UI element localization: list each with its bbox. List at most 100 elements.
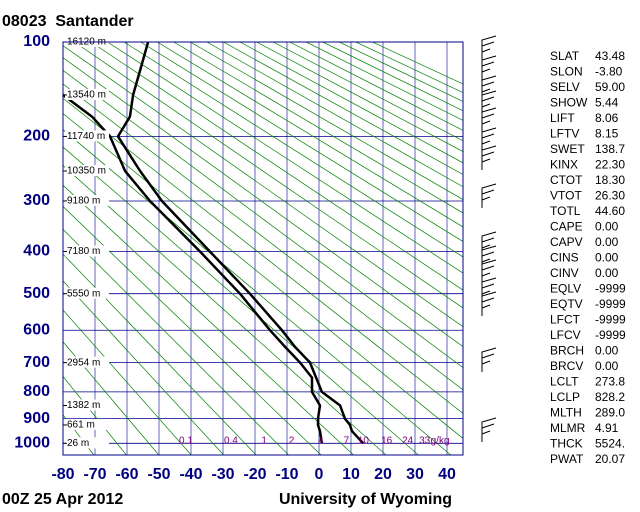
mixing-ratio-label: 0.1 (179, 436, 193, 447)
height-label: 26 m (67, 438, 89, 449)
dry-adiabat (63, 341, 160, 455)
dry-adiabat (173, 42, 463, 214)
chart-title: 08023 Santander (2, 13, 134, 30)
wind-barb (481, 75, 497, 100)
index-name: TOTL (550, 204, 581, 218)
dry-adiabat (123, 42, 463, 258)
index-name: PWAT (550, 452, 584, 466)
index-value: 59.00 (595, 80, 625, 94)
index-name: VTOT (550, 189, 582, 203)
height-label-bg (65, 418, 109, 430)
index-value: 0.00 (595, 344, 619, 358)
index-value: 8.15 (595, 127, 619, 141)
index-name: MLMR (550, 421, 586, 435)
dry-adiabat (256, 42, 463, 152)
wind-barb (481, 127, 497, 152)
x-tick-label: -50 (147, 466, 170, 483)
wind-barb (481, 259, 497, 284)
height-label: 2954 m (67, 357, 100, 368)
height-label: 9180 m (67, 196, 100, 207)
height-label-bg (65, 88, 109, 100)
y-tick-label: 200 (23, 128, 50, 145)
index-name: KINX (550, 158, 578, 172)
index-name: CAPE (550, 220, 583, 234)
mixing-ratio-label: 10 (358, 436, 370, 447)
wind-barb (481, 277, 497, 302)
wind-barb (481, 231, 497, 256)
wind-barb (481, 55, 497, 80)
dry-adiabat (63, 70, 463, 369)
index-name: LIFT (550, 111, 575, 125)
index-value: -9999 (595, 313, 626, 327)
wind-barb (481, 183, 497, 208)
dry-adiabat (140, 42, 463, 242)
index-value: 43.48 (595, 49, 625, 63)
mixing-ratio-label: 2 (289, 436, 295, 447)
index-value: 828.2 (595, 390, 625, 404)
dry-adiabat (63, 45, 463, 328)
height-label: 7180 m (67, 246, 100, 257)
dry-adiabat (289, 42, 463, 131)
wind-barb (481, 107, 497, 132)
y-tick-label: 600 (23, 321, 50, 338)
dry-adiabat (223, 42, 463, 175)
x-tick-label: -70 (83, 466, 106, 483)
wind-barb (481, 90, 497, 115)
mixing-ratio-label: 4 (318, 436, 324, 447)
dry-adiabat (63, 146, 419, 455)
index-name: LFCT (550, 313, 581, 327)
x-tick-label: -40 (179, 466, 202, 483)
dry-adiabat (206, 42, 463, 188)
date-label: 00Z 25 Apr 2012 (2, 491, 123, 508)
index-value: -9999 (595, 282, 626, 296)
wind-barb (481, 145, 497, 170)
mixing-ratio-label: 24 (402, 436, 414, 447)
height-label-bg (65, 287, 109, 299)
index-name: CTOT (550, 173, 583, 187)
index-name: SLON (550, 65, 583, 79)
mixing-ratio-label: 7 (344, 436, 350, 447)
dry-adiabat (63, 376, 127, 455)
index-name: CINS (550, 251, 579, 265)
index-name: LCLT (550, 375, 579, 389)
index-value: -9999 (595, 297, 626, 311)
height-label: 10350 m (67, 166, 106, 177)
index-value: 289.0 (595, 406, 625, 420)
wind-barb (481, 347, 497, 372)
index-value: -3.80 (595, 65, 623, 79)
index-value: 26.30 (595, 189, 625, 203)
index-name: EQTV (550, 297, 583, 311)
index-name: CINV (550, 266, 579, 280)
dry-adiabat (272, 42, 463, 142)
dry-adiabat (63, 165, 387, 455)
wind-barb (481, 291, 497, 316)
x-tick-label: -30 (211, 466, 234, 483)
dry-adiabat (63, 97, 463, 414)
wind-barb (481, 417, 497, 442)
mixing-ratio-label: 16 (381, 436, 393, 447)
dry-adiabat (63, 253, 257, 455)
dry-adiabat (190, 42, 463, 200)
dry-adiabat (63, 83, 463, 391)
y-tick-label: 700 (23, 354, 50, 371)
x-tick-label: -20 (243, 466, 266, 483)
x-tick-label: 10 (342, 466, 360, 483)
x-tick-label: -60 (115, 466, 138, 483)
dry-adiabat (239, 42, 463, 164)
index-value: 44.60 (595, 204, 625, 218)
index-value: 8.06 (595, 111, 619, 125)
index-value: 0.00 (595, 266, 619, 280)
height-label: 5550 m (67, 288, 100, 299)
y-tick-label: 900 (23, 410, 50, 427)
index-name: LCLP (550, 390, 580, 404)
index-name: SWET (550, 142, 585, 156)
index-name: LFTV (550, 127, 579, 141)
dry-adiabat (63, 309, 192, 455)
mixing-ratio-label: 0.4 (224, 436, 238, 447)
height-label: 1382 m (67, 400, 100, 411)
x-tick-label: 30 (406, 466, 424, 483)
index-name: BRCH (550, 344, 584, 358)
wind-barb (481, 245, 497, 270)
height-label-bg (65, 165, 109, 177)
